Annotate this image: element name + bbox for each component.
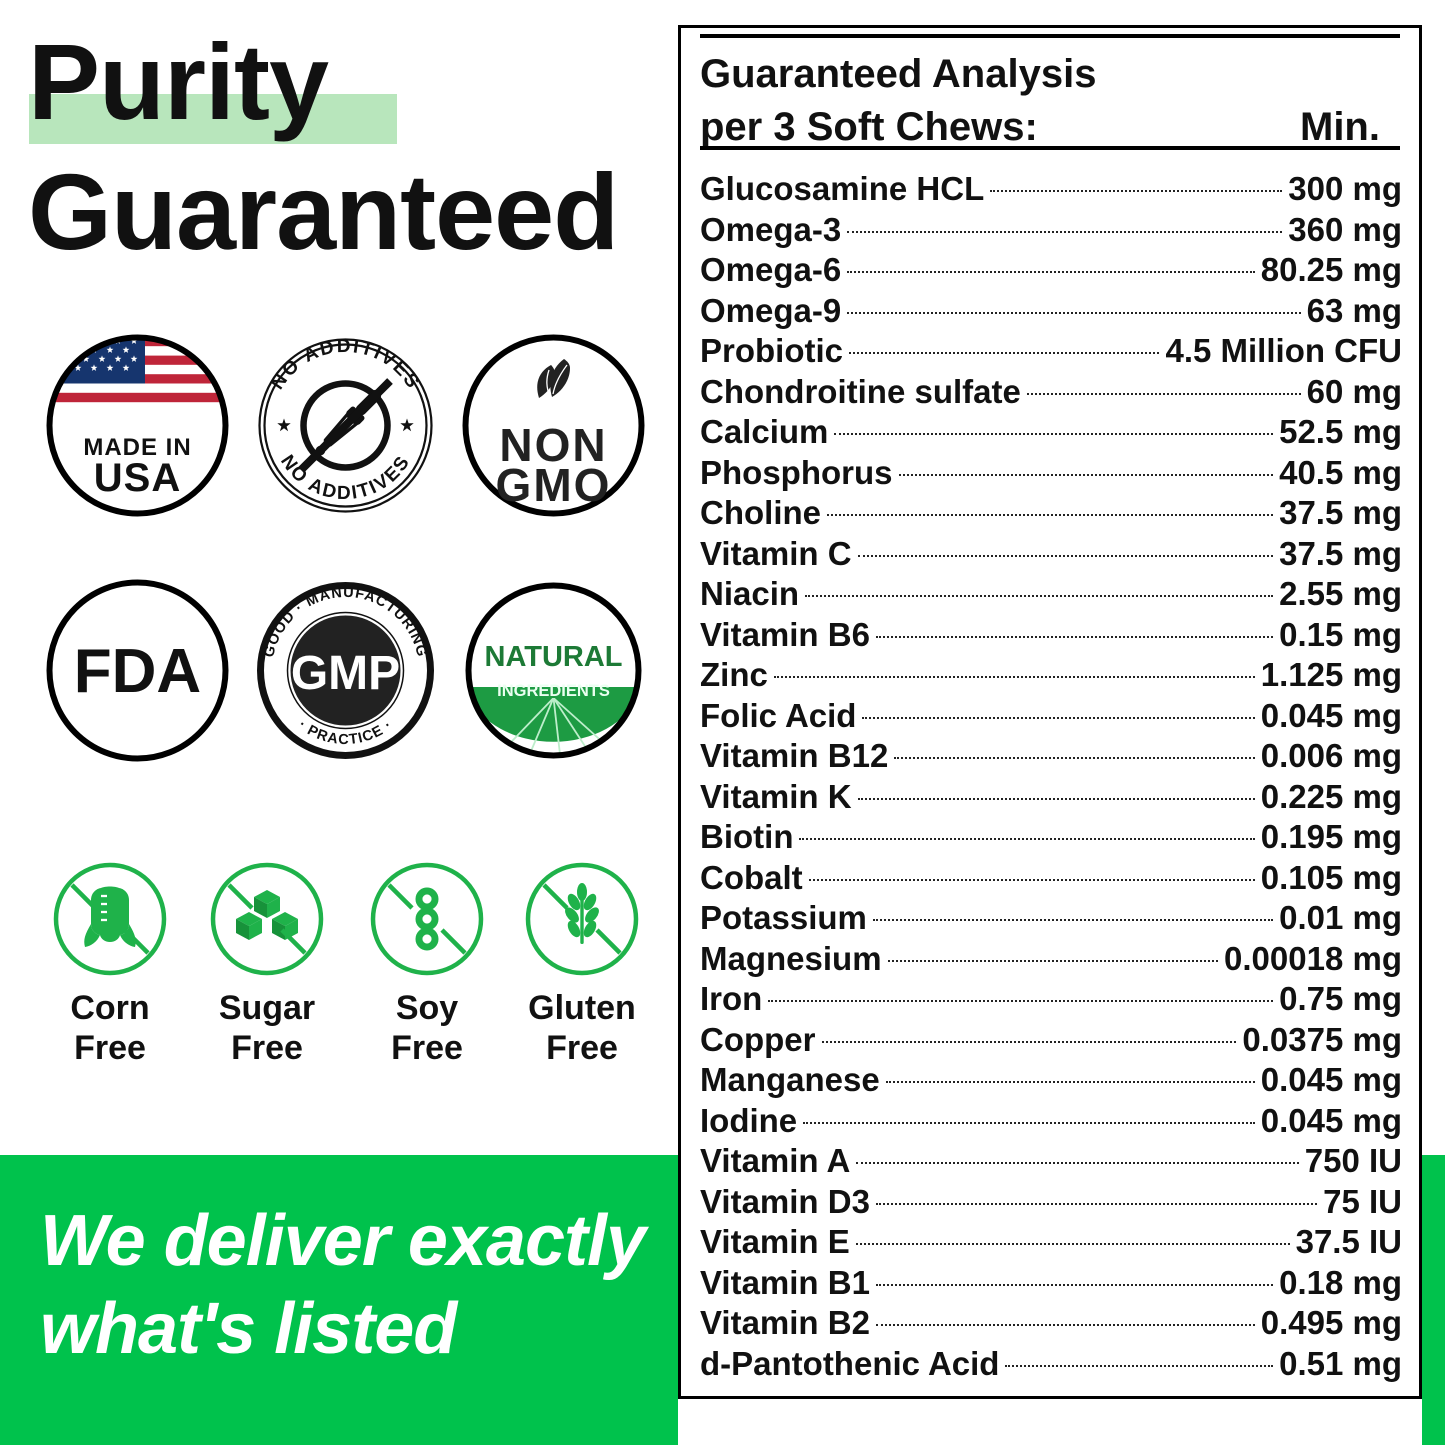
svg-text:GMP: GMP [291,647,400,700]
svg-text:USA: USA [94,456,181,500]
svg-text:NATURAL: NATURAL [485,641,623,673]
svg-text:INGREDIENTS: INGREDIENTS [497,682,610,700]
svg-text:FDA: FDA [74,637,201,706]
svg-text:GMO: GMO [496,459,612,511]
